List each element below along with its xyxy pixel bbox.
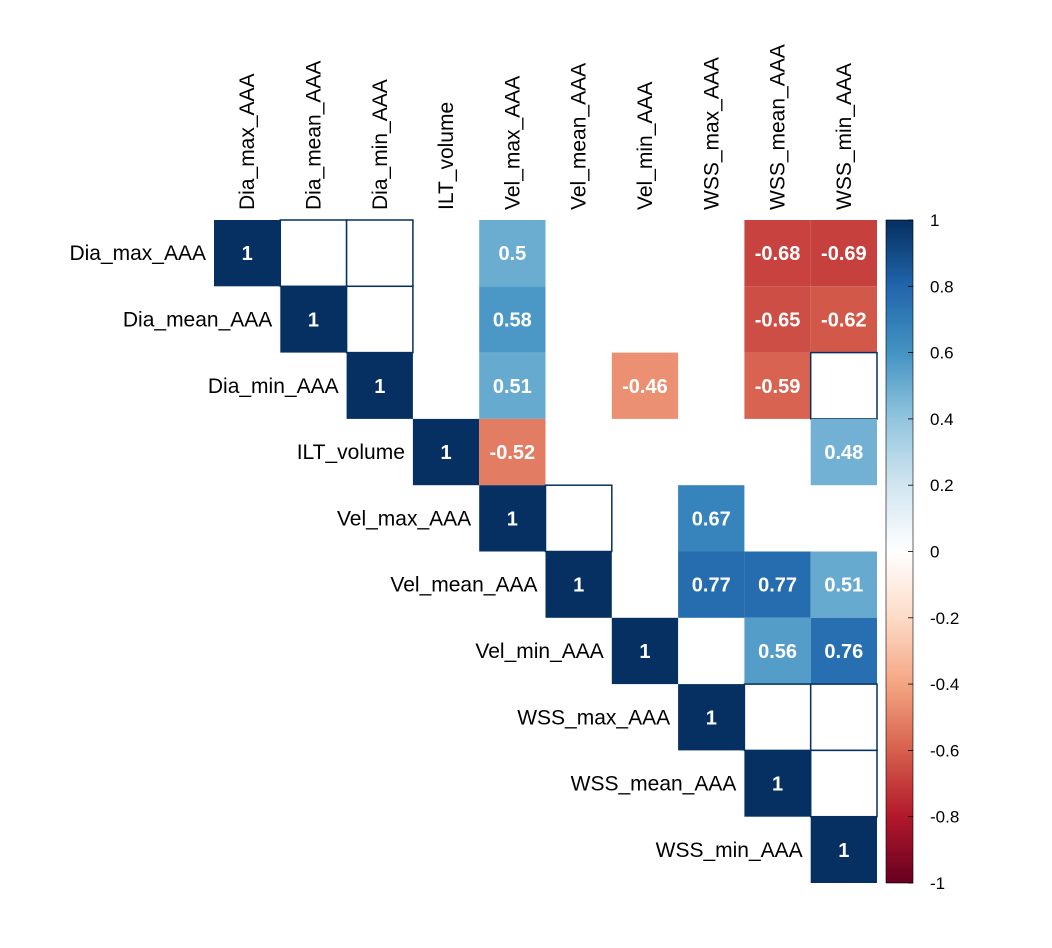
heatmap-cell (279, 219, 348, 288)
row-label: WSS_mean_AAA (571, 773, 737, 796)
heatmap-cell (810, 551, 877, 618)
colorbar-tick-label: 0.6 (930, 344, 954, 363)
cell-value-label: -0.52 (490, 442, 536, 464)
colorbar: 1 0.8 0.6 0.4 0.2 0 -0.2 -0.4 -0.6 -0.8 -1 (885, 211, 959, 893)
cell-value-label: 0.51 (493, 376, 532, 398)
row-label: Vel_mean_AAA (390, 574, 537, 597)
column-label: Vel_min_AAA (634, 82, 657, 210)
cell-value-label: 0.77 (758, 575, 797, 597)
cell-value-label: 0.58 (493, 309, 532, 331)
colorbar-tick-label: -0.2 (930, 609, 959, 628)
cell-value-label: -0.62 (821, 309, 867, 331)
heatmap-cell (810, 418, 877, 486)
heatmap-cell (345, 219, 414, 288)
column-label: Dia_min_AAA (369, 79, 392, 210)
heatmap-cell (810, 816, 877, 883)
heatmap-cell (479, 352, 546, 419)
cell-value-label: -0.68 (755, 243, 801, 265)
cell-value-label: -0.69 (821, 243, 867, 265)
colorbar-tick-label: 0.2 (930, 476, 954, 495)
row-labels: Dia_max_AAA Dia_mean_AAA Dia_min_AAA ILT_vo… (69, 242, 802, 862)
cell-value-label: -0.59 (755, 376, 801, 398)
heatmap-cell (744, 220, 811, 287)
row-label: WSS_min_AAA (656, 839, 803, 862)
cell-value-label: -0.46 (622, 376, 668, 398)
cell-value-label: -0.65 (755, 309, 801, 331)
cell-value-label: 0.56 (758, 641, 797, 663)
heatmap-cell (810, 617, 877, 685)
row-label: Dia_max_AAA (69, 242, 206, 265)
heatmap-cell (743, 683, 812, 752)
heatmap-cells: 1 0.5 -0.68 -0.69 1 0.58 -0.65 -0.62 1 0.51 -0.46 -… (214, 219, 878, 883)
row-label: Dia_mean_AAA (123, 308, 272, 331)
cell-value-label: 1 (772, 774, 783, 796)
row-label: Vel_min_AAA (475, 640, 603, 663)
cell-value-label: 1 (706, 707, 717, 729)
row-label: Dia_min_AAA (208, 375, 339, 398)
colorbar-tick-label: 0 (930, 543, 939, 562)
colorbar-ticks: 1 0.8 0.6 0.4 0.2 0 -0.2 -0.4 -0.6 -0.8 -1 (908, 211, 959, 893)
heatmap-cell (479, 485, 546, 552)
heatmap-cell (744, 551, 811, 618)
colorbar-tick-label: 0.4 (930, 410, 954, 429)
colorbar-tick-label: 0.8 (930, 277, 954, 296)
heatmap-cell (810, 286, 877, 353)
heatmap-cell (214, 220, 281, 287)
heatmap-cell (544, 484, 613, 553)
column-label: Vel_max_AAA (501, 76, 524, 210)
heatmap-cell (280, 286, 347, 353)
colorbar-tick-label: -0.6 (930, 741, 959, 760)
heatmap-cell (810, 220, 877, 287)
heatmap-cell (744, 352, 811, 419)
cell-value-label: 1 (308, 309, 319, 331)
heatmap-cell (412, 418, 480, 486)
cell-value-label: 0.77 (692, 575, 731, 597)
cell-value-label: 1 (242, 243, 253, 265)
heatmap-cell (744, 286, 811, 353)
heatmap-cell (809, 351, 878, 420)
colorbar-tick-label: -1 (930, 874, 945, 893)
column-label: Vel_mean_AAA (568, 63, 591, 210)
cell-value-label: 1 (507, 508, 518, 530)
heatmap-cell (611, 352, 679, 419)
heatmap-cell (744, 750, 811, 817)
heatmap-cell (345, 285, 414, 354)
column-label: WSS_min_AAA (833, 63, 856, 210)
cell-value-label: 1 (573, 575, 584, 597)
cell-value-label: 0.76 (824, 641, 863, 663)
column-label: ILT_volume (435, 102, 458, 210)
heatmap-cell (479, 286, 546, 353)
heatmap-cell (611, 617, 679, 685)
column-label: WSS_max_AAA (700, 57, 723, 210)
row-label: ILT_volume (297, 441, 405, 464)
heatmap-cell (545, 551, 612, 618)
heatmap-cell (346, 352, 413, 419)
column-labels: Dia_max_AAA Dia_mean_AAA Dia_min_AAA ILT_vo… (236, 44, 856, 210)
cell-value-label: 1 (374, 376, 385, 398)
colorbar-tick-label: -0.4 (930, 675, 959, 694)
heatmap-cell (479, 418, 546, 486)
colorbar-tick-label: 1 (930, 211, 939, 230)
heatmap-cell (744, 617, 811, 685)
heatmap-cell (809, 749, 878, 818)
cell-value-label: 1 (639, 641, 650, 663)
heatmap-cell (809, 683, 878, 752)
column-label: WSS_mean_AAA (767, 44, 790, 210)
colorbar-tick-label: -0.8 (930, 808, 959, 827)
cell-value-label: 0.67 (692, 508, 731, 530)
cell-value-label: 1 (440, 442, 451, 464)
column-label: Dia_max_AAA (236, 73, 259, 210)
cell-value-label: 1 (838, 840, 849, 862)
cell-value-label: 0.5 (498, 243, 526, 265)
column-label: Dia_mean_AAA (302, 61, 325, 210)
row-label: Vel_max_AAA (337, 507, 471, 530)
row-label: WSS_max_AAA (517, 706, 670, 729)
cell-value-label: 0.51 (824, 575, 863, 597)
cell-value-label: 0.48 (824, 442, 863, 464)
heatmap-cell (479, 220, 546, 287)
heatmap-cell (678, 485, 745, 552)
heatmap-cell (678, 551, 745, 618)
heatmap-cell (678, 684, 745, 751)
